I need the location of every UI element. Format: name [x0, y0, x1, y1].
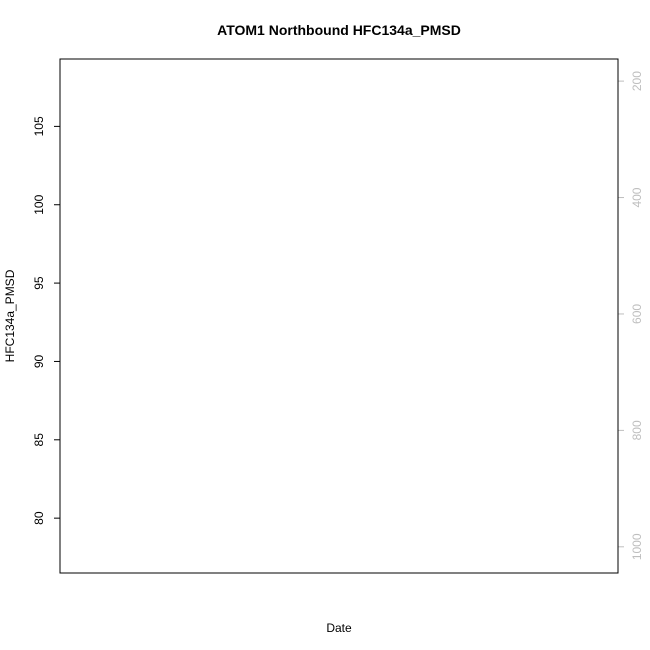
plot-frame [59, 58, 619, 574]
axes-layer: Aug 13Aug 15Aug 17Aug 19Aug 218085909510… [32, 71, 644, 560]
y-tick-label: 95 [32, 276, 46, 290]
y2-tick-label: 600 [630, 304, 644, 324]
y2-tick-label: 800 [630, 420, 644, 440]
y-tick-label: 100 [32, 194, 46, 214]
y2-tick-label: 1000 [630, 533, 644, 560]
y-tick-label: 80 [32, 511, 46, 525]
y2-tick-label: 200 [630, 71, 644, 91]
y-tick-label: 90 [32, 354, 46, 368]
y-tick-label: 85 [32, 433, 46, 447]
y-tick-label: 105 [32, 116, 46, 136]
y-axis-label: HFC134a_PMSD [3, 269, 17, 362]
x-axis-label: Date [326, 621, 352, 635]
y2-tick-label: 400 [630, 187, 644, 207]
chart-title: ATOM1 Northbound HFC134a_PMSD [217, 22, 461, 38]
